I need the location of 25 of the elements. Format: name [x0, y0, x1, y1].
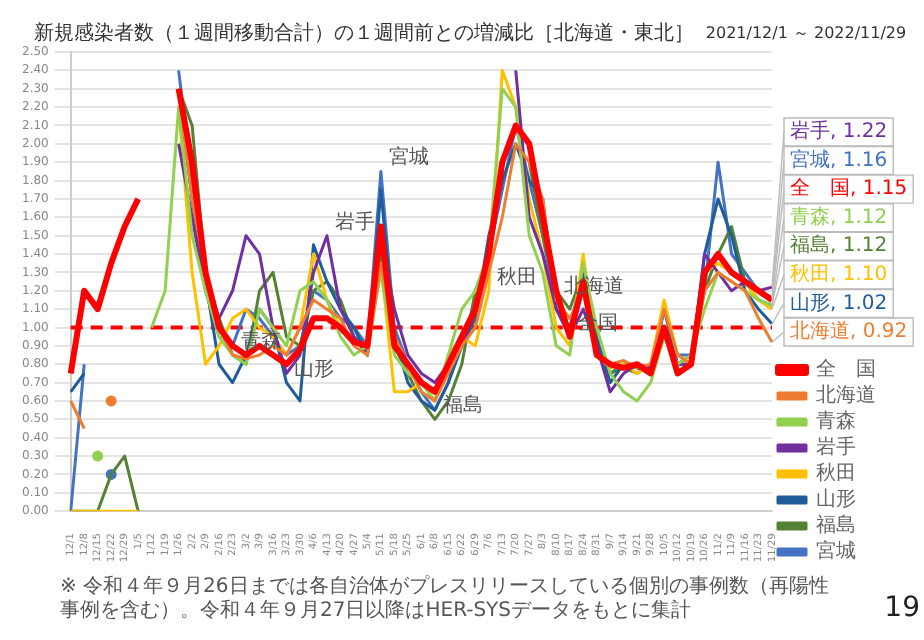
legend-label: 北海道 [816, 383, 876, 408]
legend-label: 宮城 [816, 539, 856, 564]
legend-label: 全 国 [816, 357, 876, 382]
annotation: 全国 [577, 310, 618, 335]
annotation: 秋田 [496, 264, 537, 289]
legend-label: 青森 [816, 409, 856, 434]
data-label: 岩手, 1.22 [790, 119, 888, 144]
legend-label: 山形 [816, 487, 856, 512]
legend-label: 岩手 [816, 435, 856, 460]
legend-label: 福島 [816, 513, 856, 538]
annotation: 岩手 [334, 209, 375, 234]
data-label: 福島, 1.12 [790, 233, 888, 258]
data-label: 山形, 1.02 [790, 290, 888, 315]
data-label: 宮城, 1.16 [790, 147, 888, 172]
data-label: 全 国, 1.15 [790, 176, 908, 201]
annotation: 福島 [442, 393, 483, 418]
text: ※ 令和４年９月26日までは各自治体がプレスリリースしている個別の事例数（再陽性事例を含む）。令和４年９月27日以降はHER-SYSデータをもとに集計 [60, 574, 829, 622]
data-label: 秋田, 1.10 [790, 262, 888, 287]
text: 19 [884, 592, 920, 624]
data-label: 北海道, 0.92 [790, 319, 908, 344]
annotation: 宮城 [388, 145, 429, 170]
chart-title: 新規感染者数（１週間移動合計）の１週間前との増減比［北海道・東北］ [33, 21, 694, 46]
data-label: 青森, 1.12 [790, 204, 888, 229]
text: 2021/12/1 ～ 2022/11/29 [705, 24, 907, 43]
legend-label: 秋田 [816, 461, 856, 486]
